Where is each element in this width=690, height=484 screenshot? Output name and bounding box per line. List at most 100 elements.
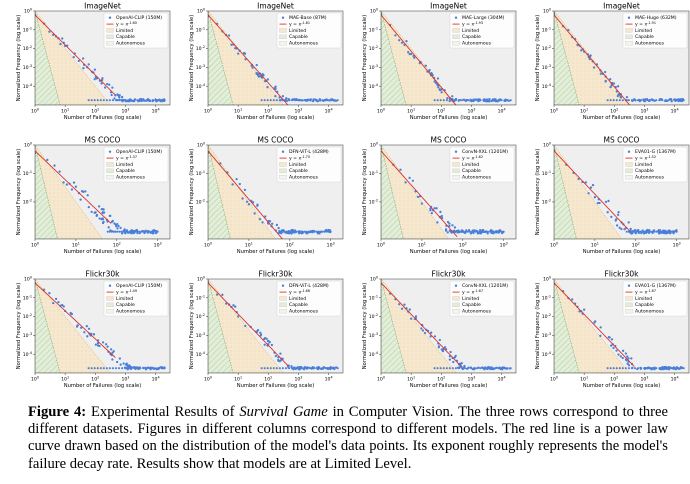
- x-tick-label: 104: [671, 108, 679, 115]
- scatter-point: [463, 367, 467, 370]
- x-tick-label: 102: [437, 376, 445, 383]
- scatter-point: [101, 77, 104, 80]
- scatter-point: [118, 95, 121, 99]
- legend-marker-scatter: [454, 284, 458, 287]
- x-tick-label: 103: [500, 242, 508, 249]
- scatter-point: [263, 343, 266, 346]
- scatter-point: [381, 147, 383, 150]
- scatter-point: [115, 360, 119, 364]
- scatter-point: [124, 99, 127, 102]
- scatter-point: [108, 83, 111, 86]
- legend-marker-capable: [625, 302, 633, 307]
- x-axis-label: Number of Failures (log scale): [237, 383, 315, 389]
- scatter-point: [232, 304, 235, 307]
- scatter-point: [93, 78, 96, 81]
- capable-region: [208, 11, 343, 105]
- x-tick-label: 100: [550, 108, 558, 115]
- scatter-point: [500, 367, 503, 370]
- scatter-point: [482, 367, 485, 370]
- scatter-point: [221, 293, 224, 296]
- scatter-point: [665, 230, 668, 233]
- scatter-point: [103, 86, 107, 89]
- scatter-point: [612, 99, 615, 102]
- scatter-point: [120, 232, 124, 235]
- scatter-point: [297, 367, 300, 370]
- scatter-point: [142, 367, 145, 370]
- scatter-point: [643, 367, 646, 370]
- scatter-point: [301, 230, 304, 233]
- scatter-point: [451, 224, 454, 227]
- scatter-point: [610, 344, 613, 347]
- scatter-point: [281, 367, 284, 370]
- x-tick-label: 104: [325, 376, 333, 383]
- scatter-point: [116, 227, 119, 230]
- scatter-point: [313, 230, 316, 233]
- x-axis-label: Number of Failures (log scale): [237, 249, 315, 255]
- scatter-point: [245, 200, 249, 203]
- scatter-point: [244, 58, 247, 61]
- scatter-point: [635, 230, 638, 233]
- scatter-point: [58, 170, 61, 173]
- scatter-point: [85, 325, 88, 328]
- scatter-point: [306, 99, 309, 102]
- scatter-point: [110, 348, 113, 351]
- x-tick-label: 100: [31, 376, 39, 383]
- scatter-point: [629, 227, 632, 231]
- scatter-point: [266, 78, 269, 81]
- legend-marker-limited: [452, 296, 460, 301]
- scatter-point: [110, 220, 113, 224]
- scatter-point: [592, 66, 596, 69]
- scatter-point: [470, 230, 473, 233]
- legend-label: Capable: [635, 302, 654, 308]
- scatter-point: [452, 360, 455, 364]
- scatter-point: [80, 326, 83, 329]
- legend-box: [276, 146, 342, 183]
- x-tick-label: 101: [407, 108, 415, 115]
- scatter-point: [151, 367, 154, 370]
- chart-svg: 100 101 102 103 100 10-1 10-2 MS COCO Number of …: [535, 136, 690, 255]
- y-tick-label: 10-2: [196, 45, 205, 52]
- scatter-point: [97, 205, 101, 208]
- scatter-point: [124, 367, 127, 370]
- scatter-point: [87, 99, 90, 102]
- scatter-point: [247, 203, 251, 206]
- scatter-point: [490, 230, 493, 233]
- scatter-point: [117, 367, 121, 370]
- x-tick-label: 102: [113, 242, 121, 249]
- legend-label: Limited: [116, 28, 133, 34]
- legend-label: OpenAI-CLIP (150M): [116, 283, 162, 289]
- scatter-point: [673, 367, 676, 370]
- x-tick-label: 101: [580, 108, 588, 115]
- scatter-point: [333, 367, 336, 370]
- scatter-point: [619, 95, 622, 99]
- legend-label: Limited: [635, 162, 652, 168]
- scatter-point: [467, 99, 470, 102]
- legend-label: y = x-1.37: [116, 155, 137, 162]
- legend-marker-limited: [279, 162, 287, 167]
- scatter-point: [148, 367, 151, 370]
- scatter-point: [479, 367, 482, 370]
- scatter-point: [237, 315, 240, 318]
- power-law-fit-line: [208, 150, 284, 239]
- plot-frame: [207, 278, 344, 374]
- legend-marker-capable: [279, 302, 287, 307]
- scatter-point: [70, 188, 74, 191]
- scatter-point: [251, 66, 254, 69]
- scatter-point: [604, 70, 607, 74]
- capable-region: [554, 279, 689, 373]
- scatter-point: [116, 93, 119, 96]
- scatter-point: [448, 358, 451, 361]
- scatter-point: [667, 230, 670, 233]
- plot-area: [35, 279, 170, 373]
- y-tick-label: 10-2: [23, 313, 32, 320]
- scatter-point: [87, 206, 90, 209]
- scatter-point: [646, 367, 649, 370]
- scatter-point: [612, 367, 615, 370]
- scatter-point: [633, 230, 636, 233]
- scatter-point: [661, 99, 664, 102]
- scatter-point: [659, 230, 662, 233]
- legend-marker-scatter: [454, 16, 458, 19]
- scatter-point: [108, 99, 111, 102]
- scatter-point: [661, 367, 664, 370]
- scatter-point: [470, 99, 473, 102]
